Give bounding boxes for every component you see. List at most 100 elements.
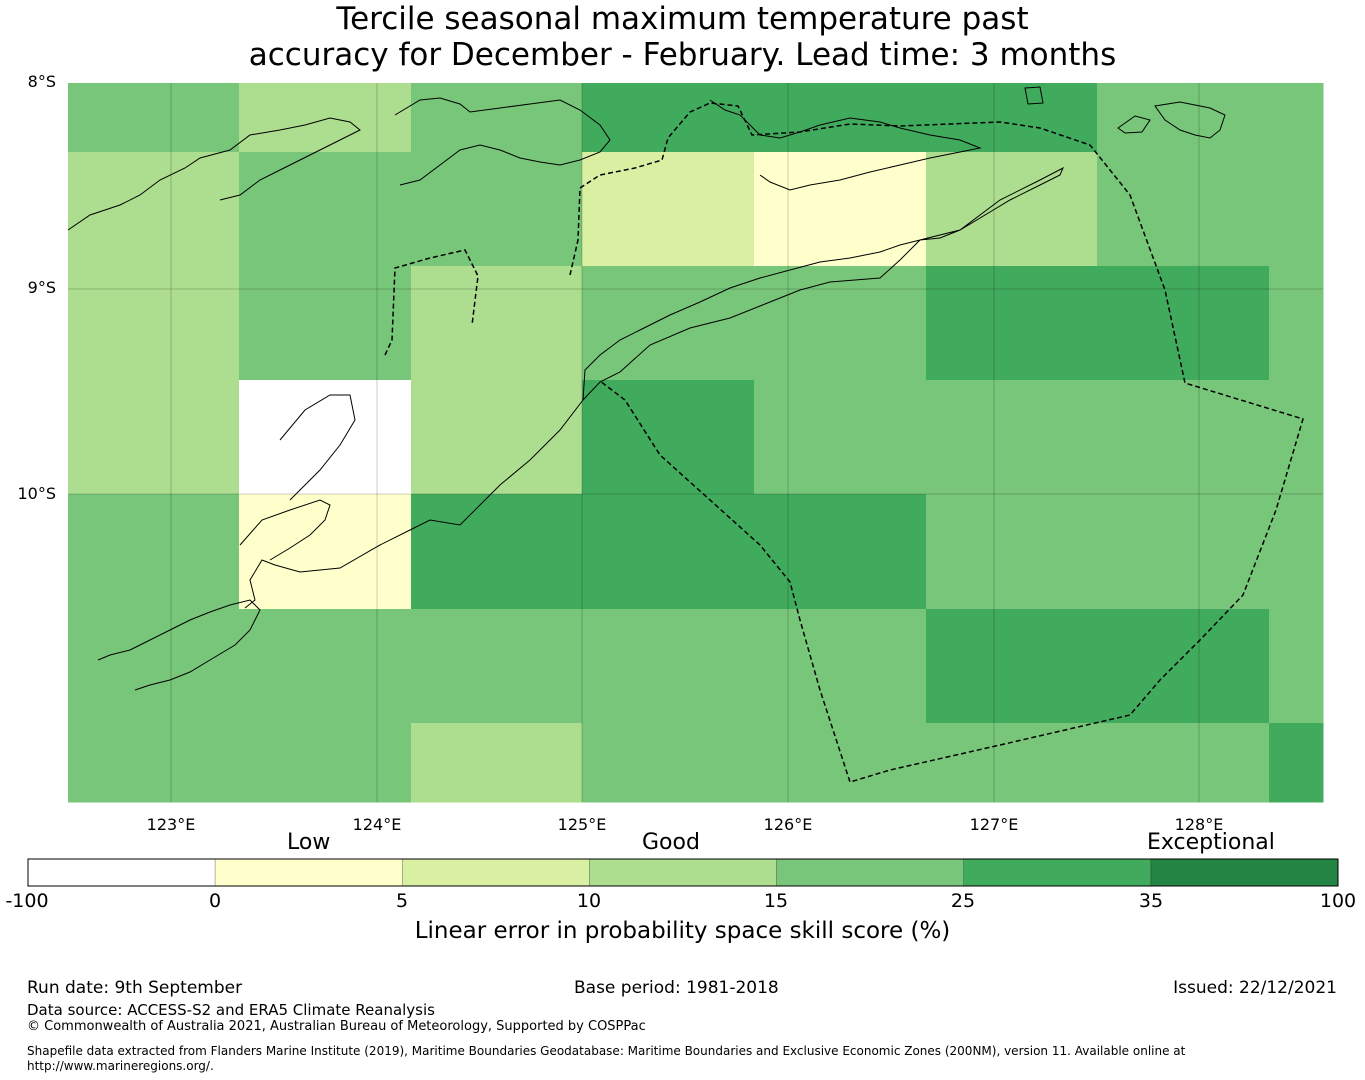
- grid-cell: [68, 152, 240, 267]
- lat-label-10s: 10°S: [17, 484, 56, 503]
- grid-cell: [1269, 83, 1324, 153]
- coastline-leti: [1154, 101, 1226, 139]
- colorbar-tick: 25: [950, 890, 976, 912]
- coastline-rote: [239, 499, 331, 561]
- grid-cell: [411, 494, 583, 610]
- colorbar-segment: [1150, 858, 1339, 887]
- grid-cell: [926, 266, 1098, 381]
- legend-category-low: Low: [287, 830, 331, 855]
- lon-label-123e: 123°E: [146, 815, 196, 834]
- colorbar-segment: [214, 858, 403, 887]
- colorbar-frame: [27, 858, 1339, 887]
- grid-cell: [1097, 494, 1270, 610]
- grid-cell: [926, 494, 1098, 610]
- colorbar: [27, 858, 1339, 887]
- grid-cell: [754, 266, 927, 381]
- coastline-flores: [67, 117, 361, 231]
- grid-cell: [1269, 494, 1324, 610]
- grid-cell: [582, 380, 755, 495]
- grid-cell: [411, 266, 583, 381]
- grid-cell: [239, 723, 412, 803]
- coastline-babar: [1117, 115, 1151, 134]
- grid-cell: [1269, 266, 1324, 381]
- grid-cell: [582, 152, 755, 267]
- grid-cell: [68, 380, 240, 495]
- grid-cell: [411, 83, 583, 153]
- colorbar-segment: [27, 858, 216, 887]
- coastline-timor: [244, 166, 1065, 609]
- graticule: [68, 83, 1323, 802]
- lon-label-127e: 127°E: [969, 815, 1019, 834]
- grid-cell: [754, 152, 927, 267]
- colorbar-tick: 0: [208, 890, 222, 912]
- run-date: Run date: 9th September: [27, 978, 243, 998]
- colorbar-segment: [401, 858, 590, 887]
- grid-cell: [411, 380, 583, 495]
- shapefile-credit-line-1: Shapefile data extracted from Flanders M…: [27, 1044, 1186, 1058]
- grid-cell: [239, 266, 412, 381]
- grid-cell: [754, 83, 927, 153]
- issued-date: Issued: 22/12/2021: [1173, 978, 1337, 998]
- grid-cell: [239, 152, 412, 267]
- coastline-wetar: [709, 99, 982, 191]
- grid-cell: [754, 494, 927, 610]
- grid-cell: [239, 609, 412, 724]
- grid-cell: [68, 723, 240, 803]
- grid-cell: [411, 723, 583, 803]
- colorbar-tick: 35: [1138, 890, 1164, 912]
- grid-cell: [926, 152, 1098, 267]
- grid-cell: [239, 83, 412, 153]
- lon-label-125e: 125°E: [557, 815, 607, 834]
- lon-label-124e: 124°E: [352, 815, 402, 834]
- map-title-line-2: accuracy for December - February. Lead t…: [248, 37, 1117, 73]
- coastline-alor: [394, 97, 611, 186]
- colorbar-tick: 100: [1319, 890, 1357, 912]
- grid-cell: [239, 380, 412, 495]
- grid-cell: [1097, 723, 1270, 803]
- grid-cell: [926, 380, 1098, 495]
- grid-cell: [926, 83, 1098, 153]
- grid-cell: [411, 609, 583, 724]
- skill-grid: [68, 83, 1324, 803]
- grid-cell: [754, 723, 927, 803]
- grid-cell: [754, 609, 927, 724]
- colorbar-tick: 15: [763, 890, 789, 912]
- lat-label-8s: 8°S: [27, 72, 56, 91]
- grid-cell: [1269, 152, 1324, 267]
- colorbar-segment: [776, 858, 965, 887]
- eez-boundary: [384, 102, 1304, 783]
- grid-cell: [1097, 152, 1270, 267]
- lon-label-126e: 126°E: [763, 815, 813, 834]
- grid-cell: [68, 83, 240, 153]
- base-period: Base period: 1981-2018: [574, 978, 779, 998]
- data-source: Data source: ACCESS-S2 and ERA5 Climate …: [27, 1001, 435, 1019]
- coastline-semau: [279, 394, 356, 501]
- legend-category-good: Good: [642, 830, 700, 855]
- grid-cell: [1097, 609, 1270, 724]
- grid-cell: [582, 609, 755, 724]
- colorbar-segment: [963, 858, 1152, 887]
- grid-cell: [1269, 380, 1324, 495]
- grid-cell: [1269, 723, 1324, 803]
- coastlines: [67, 86, 1226, 691]
- grid-cell: [239, 494, 412, 610]
- colorbar-tick: 10: [576, 890, 602, 912]
- grid-cell: [1097, 83, 1270, 153]
- grid-cell: [582, 494, 755, 610]
- grid-cell: [754, 380, 927, 495]
- legend-category-exceptional: Exceptional: [1147, 830, 1275, 855]
- map-title-line-1: Tercile seasonal maximum temperature pas…: [336, 1, 1029, 37]
- coastline-kisar: [1024, 86, 1044, 105]
- colorbar-tick: 5: [395, 890, 409, 912]
- grid-cell: [68, 609, 240, 724]
- grid-cell: [582, 723, 755, 803]
- colorbar-tick: -100: [5, 890, 49, 912]
- lon-label-128e: 128°E: [1174, 815, 1224, 834]
- grid-cell: [1097, 380, 1270, 495]
- copyright: © Commonwealth of Australia 2021, Austra…: [27, 1019, 646, 1034]
- grid-cell: [582, 83, 755, 153]
- grid-cell: [926, 723, 1098, 803]
- coastline-sumba: [97, 599, 261, 691]
- shapefile-credit-line-2: http://www.marineregions.org/.: [27, 1059, 214, 1073]
